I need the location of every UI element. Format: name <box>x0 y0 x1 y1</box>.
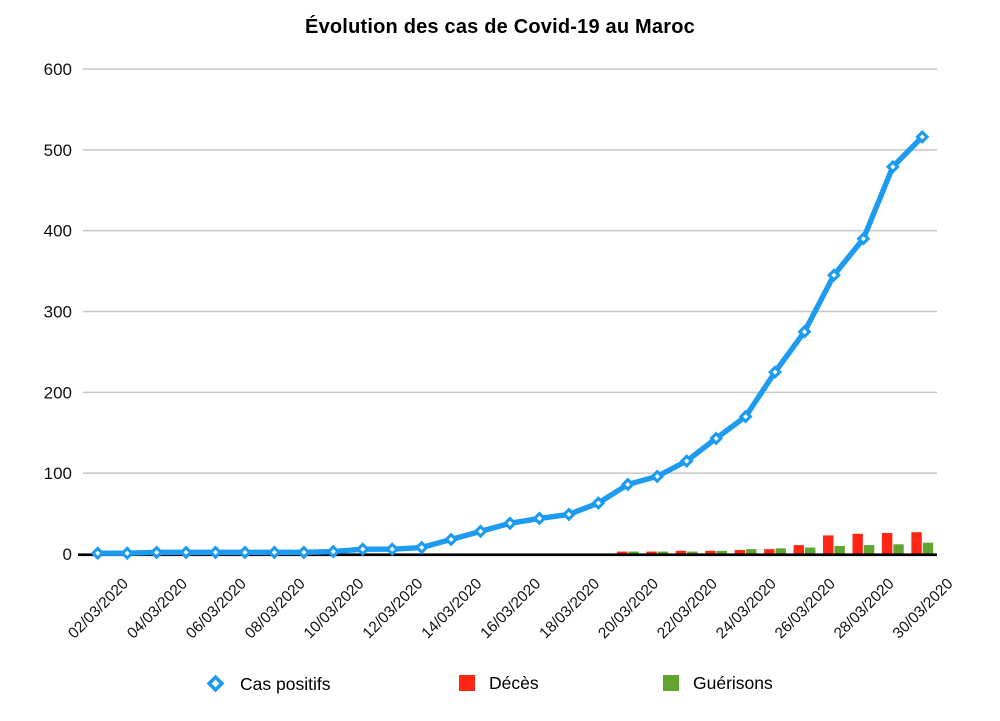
data-point-marker <box>503 516 517 531</box>
bar-guerisons <box>834 545 845 554</box>
red-square-icon <box>459 675 475 691</box>
x-tick-label: 02/03/2020 <box>65 575 132 642</box>
x-tick-label: 28/03/2020 <box>831 575 898 642</box>
bar-deces <box>764 549 775 554</box>
chart-title: Évolution des cas de Covid-19 au Maroc <box>305 16 695 38</box>
bar-guerisons <box>863 545 875 554</box>
x-tick-label: 16/03/2020 <box>477 575 544 642</box>
bar-guerisons <box>893 544 904 554</box>
bar-guerisons <box>687 551 698 554</box>
legend-item-deces: Décès <box>459 673 539 693</box>
x-tick-label: 24/03/2020 <box>713 575 780 642</box>
data-point-marker <box>208 545 223 560</box>
bar-deces <box>793 545 804 554</box>
data-point-marker <box>561 507 576 522</box>
y-tick-label: 500 <box>44 141 72 160</box>
y-tick-label: 100 <box>44 464 72 483</box>
green-square-icon <box>663 675 679 691</box>
x-tick-label: 30/03/2020 <box>890 575 957 642</box>
bar-deces <box>616 551 628 554</box>
x-tick-label: 22/03/2020 <box>654 575 721 642</box>
x-tick-label: 10/03/2020 <box>301 575 368 642</box>
x-tick-label: 18/03/2020 <box>536 575 603 642</box>
diamond-marker-icon <box>206 674 225 693</box>
data-point-marker <box>179 545 193 560</box>
y-tick-label: 600 <box>44 60 72 79</box>
bar-deces <box>675 550 687 554</box>
cases-line <box>95 134 925 556</box>
x-tick-label: 20/03/2020 <box>595 575 662 642</box>
legend-item-guerisons: Guérisons <box>663 673 773 693</box>
data-point-marker <box>149 545 164 560</box>
y-tick-label: 300 <box>44 303 72 322</box>
bar-guerisons <box>657 551 669 554</box>
data-point-marker <box>414 540 429 555</box>
bar-guerisons <box>746 549 757 554</box>
bar-guerisons <box>922 542 934 554</box>
data-point-marker <box>473 524 488 539</box>
bar-deces <box>734 549 746 554</box>
bar-deces <box>646 551 657 554</box>
data-point-marker <box>120 546 135 561</box>
data-point-marker <box>326 544 341 559</box>
data-point-marker <box>296 545 311 560</box>
bar-guerisons <box>775 548 786 554</box>
y-tick-label: 0 <box>63 545 72 564</box>
legend-label-deces: Décès <box>489 673 539 693</box>
x-tick-label: 12/03/2020 <box>360 575 427 642</box>
bar-deces <box>705 550 716 554</box>
legend-label-guerisons: Guérisons <box>693 673 773 693</box>
bar-deces <box>911 532 922 554</box>
data-point-marker <box>532 511 547 526</box>
x-tick-label: 04/03/2020 <box>124 575 191 642</box>
data-point-marker <box>267 545 282 560</box>
x-tick-label: 08/03/2020 <box>242 575 309 642</box>
bar-deces <box>852 533 863 554</box>
data-point-marker <box>444 532 459 547</box>
x-tick-label: 06/03/2020 <box>183 575 250 642</box>
bar-deces <box>823 535 834 554</box>
x-tick-label: 14/03/2020 <box>418 575 485 642</box>
bar-deces <box>881 532 893 554</box>
data-point-marker <box>90 546 105 561</box>
legend-item-cas-positifs: Cas positifs <box>205 673 330 694</box>
y-tick-label: 200 <box>44 383 72 402</box>
data-point-marker <box>238 545 252 560</box>
bar-guerisons <box>716 550 728 554</box>
y-tick-label: 400 <box>44 222 72 241</box>
bar-guerisons <box>804 547 816 554</box>
x-tick-label: 26/03/2020 <box>772 575 839 642</box>
x-axis-line <box>78 553 937 557</box>
bar-guerisons <box>628 551 639 554</box>
legend-label-cas-positifs: Cas positifs <box>240 673 331 694</box>
